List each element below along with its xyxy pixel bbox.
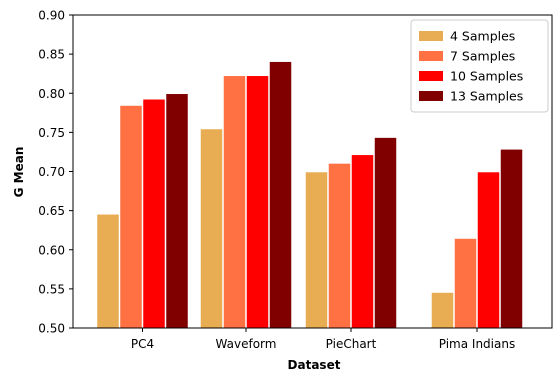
bar-piechart-13-samples	[374, 137, 397, 328]
bar-pc4-13-samples	[166, 94, 188, 328]
bar-waveform-4-samples	[200, 129, 223, 328]
legend-label: 13 Samples	[450, 89, 523, 104]
legend-box	[410, 19, 549, 113]
bar-pima-indians-13-samples	[500, 149, 523, 328]
legend-swatch	[419, 91, 443, 101]
y-tick-label: 0.70	[38, 165, 65, 179]
bar-waveform-13-samples	[269, 61, 292, 328]
y-tick-label: 0.80	[38, 87, 65, 101]
x-axis-title: Dataset	[288, 358, 341, 371]
bar-pc4-7-samples	[120, 105, 142, 329]
y-tick-label: 0.75	[38, 126, 65, 140]
x-tick-label: PieChart	[326, 337, 377, 351]
legend-swatch	[419, 71, 443, 81]
x-axis: PC4 Waveform PieChart Pima Indians	[131, 328, 515, 351]
x-tick-label: Waveform	[216, 337, 277, 351]
bar-piechart-7-samples	[328, 163, 351, 328]
bar-pima-indians-10-samples	[477, 172, 500, 328]
bar-pc4-10-samples	[143, 99, 165, 328]
x-tick-label: PC4	[131, 337, 154, 351]
bar-pima-indians-7-samples	[454, 238, 477, 328]
legend-label: 4 Samples	[450, 29, 515, 44]
bar-pima-indians-4-samples	[431, 292, 454, 328]
legend-label: 7 Samples	[450, 49, 515, 64]
y-tick-label: 0.55	[38, 282, 65, 296]
legend-swatch	[419, 31, 443, 41]
y-tick-label: 0.50	[38, 322, 65, 336]
plot-area	[72, 14, 553, 329]
y-tick-label: 0.60	[38, 243, 65, 257]
bar-waveform-7-samples	[223, 76, 246, 328]
bar-piechart-4-samples	[305, 172, 328, 328]
y-axis: 0.50 0.55 0.60 0.65 0.70 0.75 0.80 0.85 0.90	[38, 9, 73, 336]
legend-swatch	[419, 51, 443, 61]
y-tick-label: 0.90	[38, 9, 65, 23]
y-tick-label: 0.85	[38, 48, 65, 62]
x-tick-label: Pima Indians	[439, 337, 515, 351]
bar-waveform-10-samples	[246, 76, 269, 328]
legend: 4 Samples 7 Samples 10 Samples 13 Samples	[410, 19, 549, 113]
y-axis-title: G Mean	[12, 147, 26, 198]
bar-pc4-4-samples	[97, 214, 119, 328]
y-tick-label: 0.65	[38, 204, 65, 218]
legend-label: 10 Samples	[450, 69, 523, 84]
bar-piechart-10-samples	[351, 155, 374, 328]
